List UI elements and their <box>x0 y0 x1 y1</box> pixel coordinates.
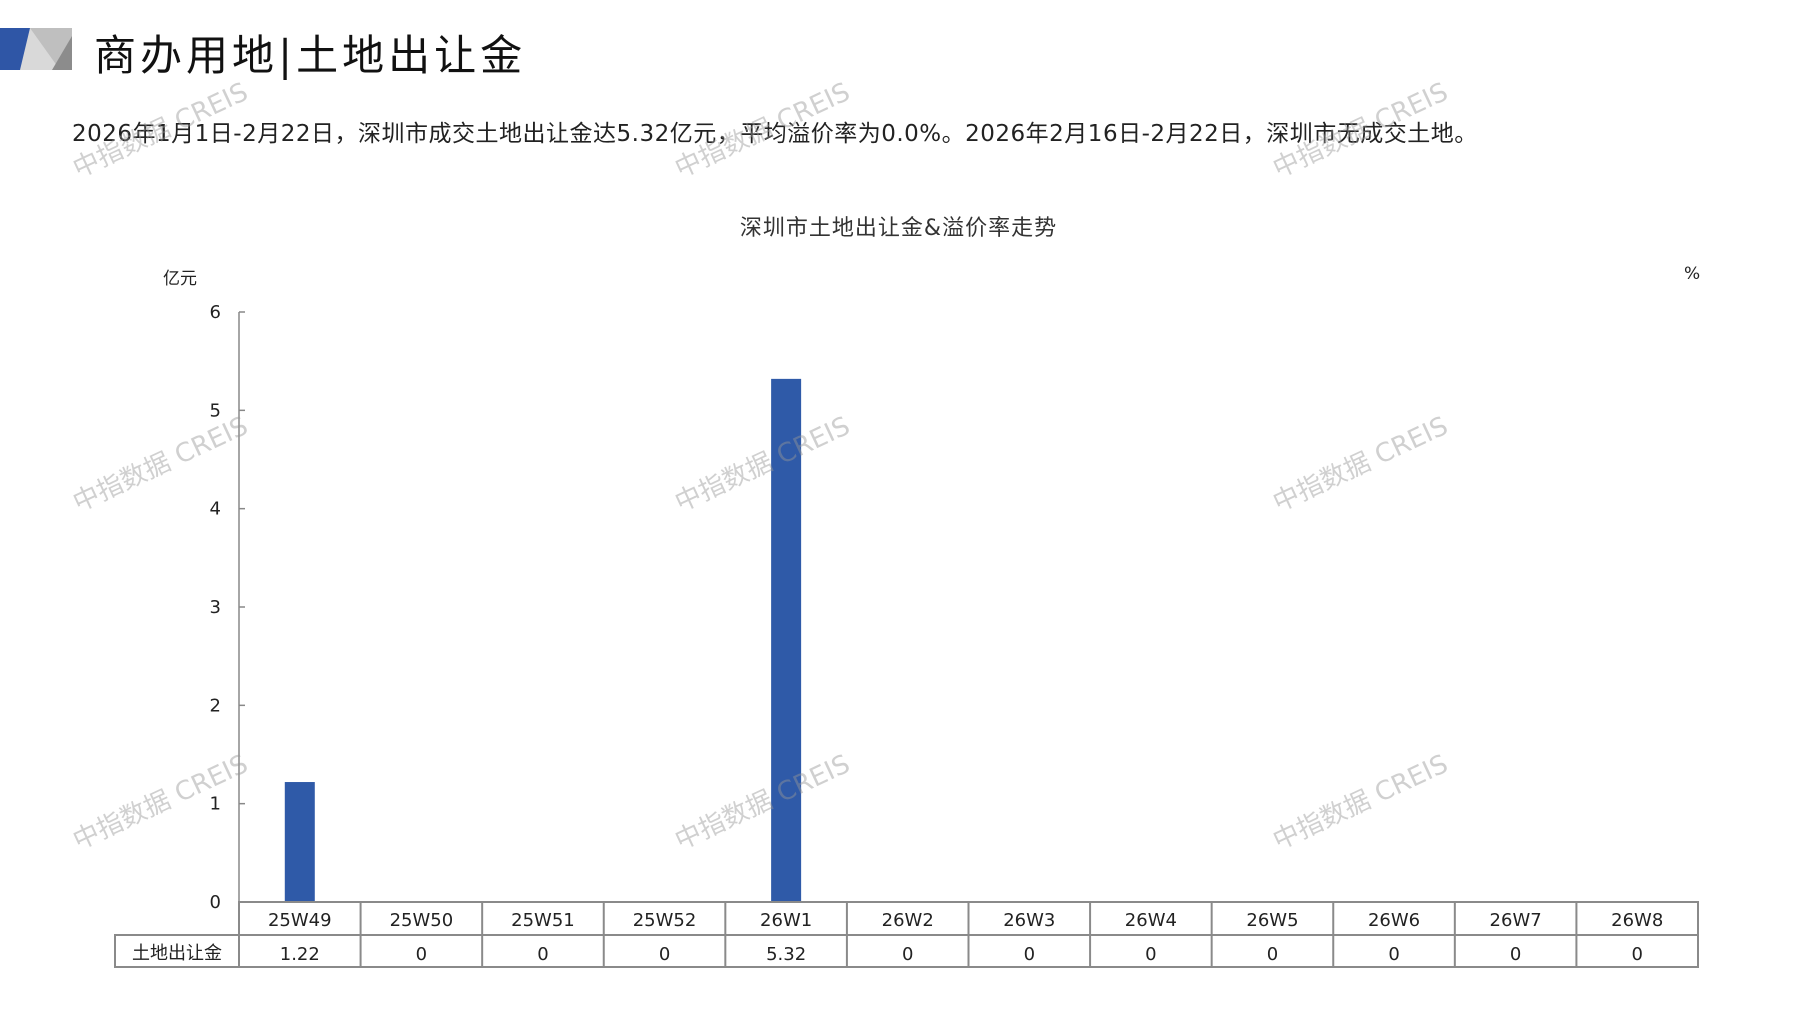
data-label: 1.22 <box>280 944 320 965</box>
x-category-label: 26W5 <box>1246 910 1298 931</box>
data-label: 0 <box>659 944 670 965</box>
page-title: 商办用地|土地出让金 <box>94 31 527 80</box>
chart-title: 深圳市土地出让金&溢价率走势 <box>739 216 1058 241</box>
y-tick-label: 5 <box>210 400 221 421</box>
y2-axis-label: % <box>1684 264 1701 284</box>
data-label: 0 <box>1024 944 1035 965</box>
x-category-label: 26W6 <box>1368 910 1420 931</box>
y-tick-label: 1 <box>210 794 221 815</box>
data-label: 0 <box>1388 944 1399 965</box>
bar-26W1 <box>771 378 802 902</box>
y-tick-label: 6 <box>210 302 221 323</box>
data-label: 0 <box>902 944 913 965</box>
x-category-label: 26W8 <box>1611 910 1663 931</box>
x-category-label: 26W3 <box>1003 910 1055 931</box>
y-tick-label: 2 <box>210 695 221 716</box>
data-label: 0 <box>1631 944 1642 965</box>
y-tick-label: 0 <box>210 892 221 913</box>
data-label: 0 <box>416 944 427 965</box>
data-label: 5.32 <box>766 944 806 965</box>
data-label: 0 <box>1267 944 1278 965</box>
data-label: 0 <box>1510 944 1521 965</box>
y-tick-label: 3 <box>210 597 221 618</box>
bar-25W49 <box>284 782 315 902</box>
x-category-label: 26W2 <box>882 910 934 931</box>
data-label: 0 <box>1145 944 1156 965</box>
x-category-label: 25W50 <box>390 910 454 931</box>
summary-text: 2026年1月1日-2月22日，深圳市成交土地出让金达5.32亿元，平均溢价率为… <box>72 121 1478 147</box>
x-category-label: 26W4 <box>1125 910 1177 931</box>
x-category-label: 26W7 <box>1490 910 1542 931</box>
y-axis-label: 亿元 <box>163 269 197 289</box>
y-tick-label: 4 <box>210 499 221 520</box>
series-name: 土地出让金 <box>132 943 222 964</box>
x-category-label: 25W52 <box>633 910 697 931</box>
x-category-label: 26W1 <box>760 910 812 931</box>
x-category-label: 25W49 <box>268 910 332 931</box>
logo <box>0 28 72 70</box>
data-label: 0 <box>537 944 548 965</box>
x-category-label: 25W51 <box>511 910 575 931</box>
